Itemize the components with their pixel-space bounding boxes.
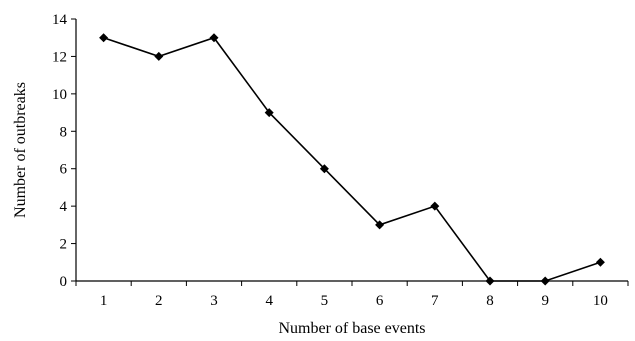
y-tick-label: 12 [52, 49, 67, 65]
y-axis-label: Number of outbreaks [12, 82, 29, 218]
data-point-marker [99, 33, 109, 43]
data-point-marker [264, 108, 274, 118]
data-point-marker [430, 201, 440, 211]
data-point-marker [319, 164, 329, 174]
x-axis-ticks: 1 2 3 4 5 6 7 8 9 10 [75, 281, 629, 309]
data-point-marker [154, 51, 164, 61]
x-tick-label: 1 [100, 293, 108, 309]
y-tick-label: 6 [60, 162, 68, 178]
x-tick-label: 6 [376, 293, 384, 309]
y-tick-label: 10 [52, 87, 67, 103]
x-axis-label: Number of base events [278, 320, 425, 337]
data-point-marker [540, 276, 550, 286]
data-point-marker [485, 276, 495, 286]
x-tick-label: 5 [321, 293, 329, 309]
x-tick-label: 4 [265, 293, 273, 309]
y-tick-label: 2 [60, 237, 68, 253]
series-group [99, 33, 605, 286]
y-tick-label: 4 [60, 199, 68, 215]
x-tick-label: 9 [541, 293, 549, 309]
x-tick-label: 3 [210, 293, 218, 309]
y-tick-label: 14 [52, 12, 68, 28]
series-line [103, 36, 601, 282]
y-axis-ticks: 0 2 4 6 8 10 12 14 [52, 12, 76, 290]
x-tick-label: 2 [155, 293, 163, 309]
data-point-marker [595, 257, 605, 267]
y-tick-label: 0 [60, 274, 68, 290]
y-tick-label: 8 [60, 124, 68, 140]
x-tick-label: 10 [593, 293, 608, 309]
data-point-marker [375, 220, 385, 230]
x-tick-label: 8 [486, 293, 494, 309]
x-tick-label: 7 [431, 293, 439, 309]
data-point-marker [209, 33, 219, 43]
